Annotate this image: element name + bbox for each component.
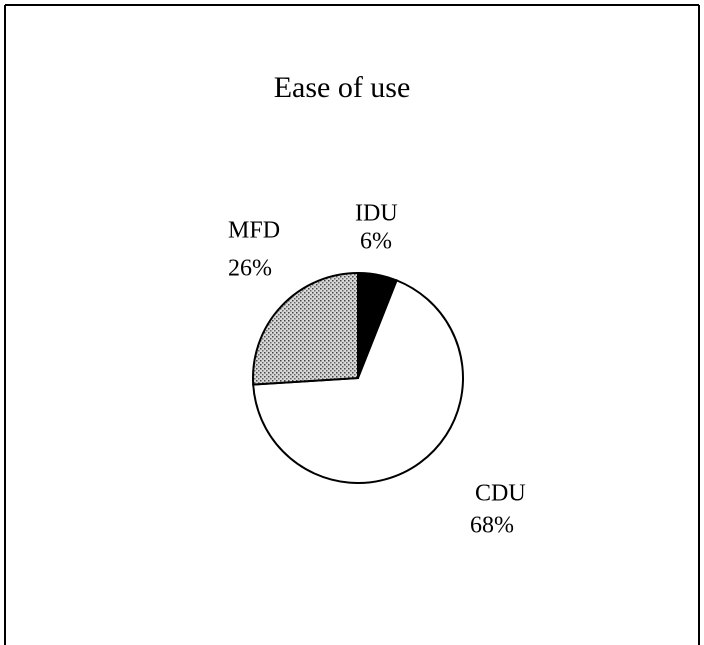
slice-value: 26% (228, 256, 272, 282)
chart-title: Ease of use (274, 71, 411, 104)
slice-value: 6% (360, 229, 392, 255)
slice-value: 68% (470, 513, 514, 539)
pie-slice (252, 279, 464, 484)
slice-name: IDU (355, 201, 398, 227)
slice-name: MFD (228, 218, 280, 244)
slice-name: CDU (475, 481, 526, 507)
pie-slice (252, 271, 359, 386)
